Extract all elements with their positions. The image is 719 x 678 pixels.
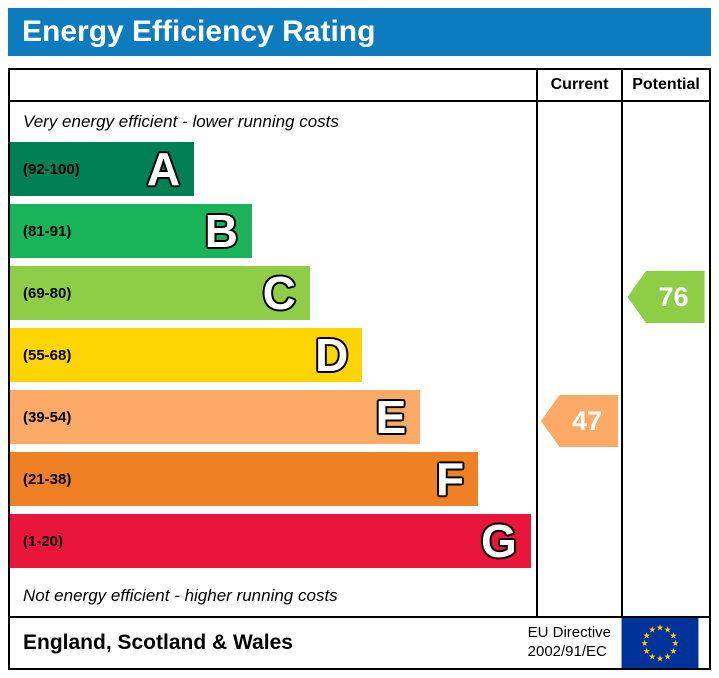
epc-chart: Current Potential Very energy efficient … bbox=[8, 68, 711, 670]
potential-slot-c: 76 bbox=[623, 266, 709, 328]
bottom-note: Not energy efficient - higher running co… bbox=[23, 586, 338, 605]
svg-text:★: ★ bbox=[664, 652, 672, 662]
top-note: Very energy efficient - lower running co… bbox=[23, 112, 339, 131]
band-letter-b: B bbox=[204, 205, 238, 257]
page-title: Energy Efficiency Rating bbox=[22, 15, 376, 48]
current-slot-e: 47 bbox=[538, 390, 621, 452]
band-row-a: (92-100) A bbox=[10, 142, 536, 204]
region-label: England, Scotland & Wales bbox=[23, 631, 293, 654]
current-column: 47 bbox=[536, 102, 621, 616]
rating-bands-area: Very energy efficient - lower running co… bbox=[10, 102, 536, 616]
eu-directive-line2: 2002/91/EC bbox=[527, 643, 607, 660]
band-bar-f: (21-38) F bbox=[10, 452, 479, 506]
potential-slot-g bbox=[623, 514, 709, 576]
eu-directive-label: EU Directive 2002/91/EC bbox=[528, 624, 611, 662]
band-bar-d: (55-68) D bbox=[10, 328, 363, 382]
header-spacer bbox=[10, 70, 536, 100]
eu-flag-icon: ★ ★ ★ ★ ★ ★ ★ ★ ★ ★ ★ ★ bbox=[621, 618, 699, 668]
band-letter-a: A bbox=[146, 143, 181, 195]
potential-slot-b bbox=[623, 204, 709, 266]
svg-text:★: ★ bbox=[669, 647, 677, 657]
current-slot-g bbox=[538, 514, 621, 576]
band-range-e: (39-54) bbox=[23, 408, 72, 426]
potential-slot-a bbox=[623, 142, 709, 204]
current-rating-arrow: 47 bbox=[541, 395, 618, 447]
chart-footer: England, Scotland & Wales EU Directive 2… bbox=[10, 616, 709, 668]
potential-slot-e bbox=[623, 390, 709, 452]
svg-text:★: ★ bbox=[672, 639, 680, 649]
band-letter-e: E bbox=[375, 391, 407, 443]
band-range-c: (69-80) bbox=[23, 284, 72, 302]
potential-column: 76 bbox=[621, 102, 709, 616]
band-row-d: (55-68) D bbox=[10, 328, 536, 390]
potential-slot-f bbox=[623, 452, 709, 514]
band-bar-g: (1-20) G bbox=[10, 514, 531, 568]
band-bar-e: (39-54) E bbox=[10, 390, 421, 444]
svg-text:★: ★ bbox=[664, 626, 672, 636]
eu-directive-line1: EU Directive bbox=[527, 624, 611, 642]
band-range-b: (81-91) bbox=[23, 222, 72, 240]
svg-text:★: ★ bbox=[648, 626, 656, 636]
svg-text:★: ★ bbox=[669, 631, 677, 641]
current-slot-f bbox=[538, 452, 621, 514]
current-slot-a bbox=[538, 142, 621, 204]
band-row-g: (1-20) G bbox=[10, 514, 536, 576]
band-letter-c: C bbox=[262, 267, 296, 319]
band-range-f: (21-38) bbox=[23, 470, 72, 488]
band-bar-c: (69-80) C bbox=[10, 266, 310, 320]
band-row-e: (39-54) E bbox=[10, 390, 536, 452]
potential-rating-arrow: 76 bbox=[627, 271, 705, 323]
potential-slot-d bbox=[623, 328, 709, 390]
svg-text:★: ★ bbox=[656, 624, 664, 634]
current-slot-c bbox=[538, 266, 621, 328]
chart-body: Very energy efficient - lower running co… bbox=[10, 102, 709, 616]
band-bar-a: (92-100) A bbox=[10, 142, 195, 196]
potential-spacer bbox=[623, 102, 709, 142]
band-row-c: (69-80) C bbox=[10, 266, 536, 328]
band-row-f: (21-38) F bbox=[10, 452, 536, 514]
current-slot-b bbox=[538, 204, 621, 266]
svg-text:★: ★ bbox=[656, 654, 664, 664]
svg-text:★: ★ bbox=[648, 652, 656, 662]
band-range-a: (92-100) bbox=[23, 160, 80, 178]
band-range-d: (55-68) bbox=[23, 346, 72, 364]
current-column-header: Current bbox=[536, 70, 621, 100]
band-letter-g: G bbox=[480, 515, 517, 567]
band-range-g: (1-20) bbox=[23, 532, 64, 550]
band-bar-b: (81-91) B bbox=[10, 204, 252, 258]
potential-column-header: Potential bbox=[621, 70, 709, 100]
current-spacer bbox=[538, 102, 621, 142]
band-letter-d: D bbox=[315, 329, 349, 381]
band-letter-f: F bbox=[436, 453, 465, 505]
svg-text:★: ★ bbox=[643, 631, 651, 641]
column-header-row: Current Potential bbox=[10, 70, 709, 102]
svg-text:★: ★ bbox=[643, 647, 651, 657]
current-slot-d bbox=[538, 328, 621, 390]
band-row-b: (81-91) B bbox=[10, 204, 536, 266]
svg-text:★: ★ bbox=[641, 639, 649, 649]
page-title-bar: Energy Efficiency Rating bbox=[8, 8, 711, 56]
